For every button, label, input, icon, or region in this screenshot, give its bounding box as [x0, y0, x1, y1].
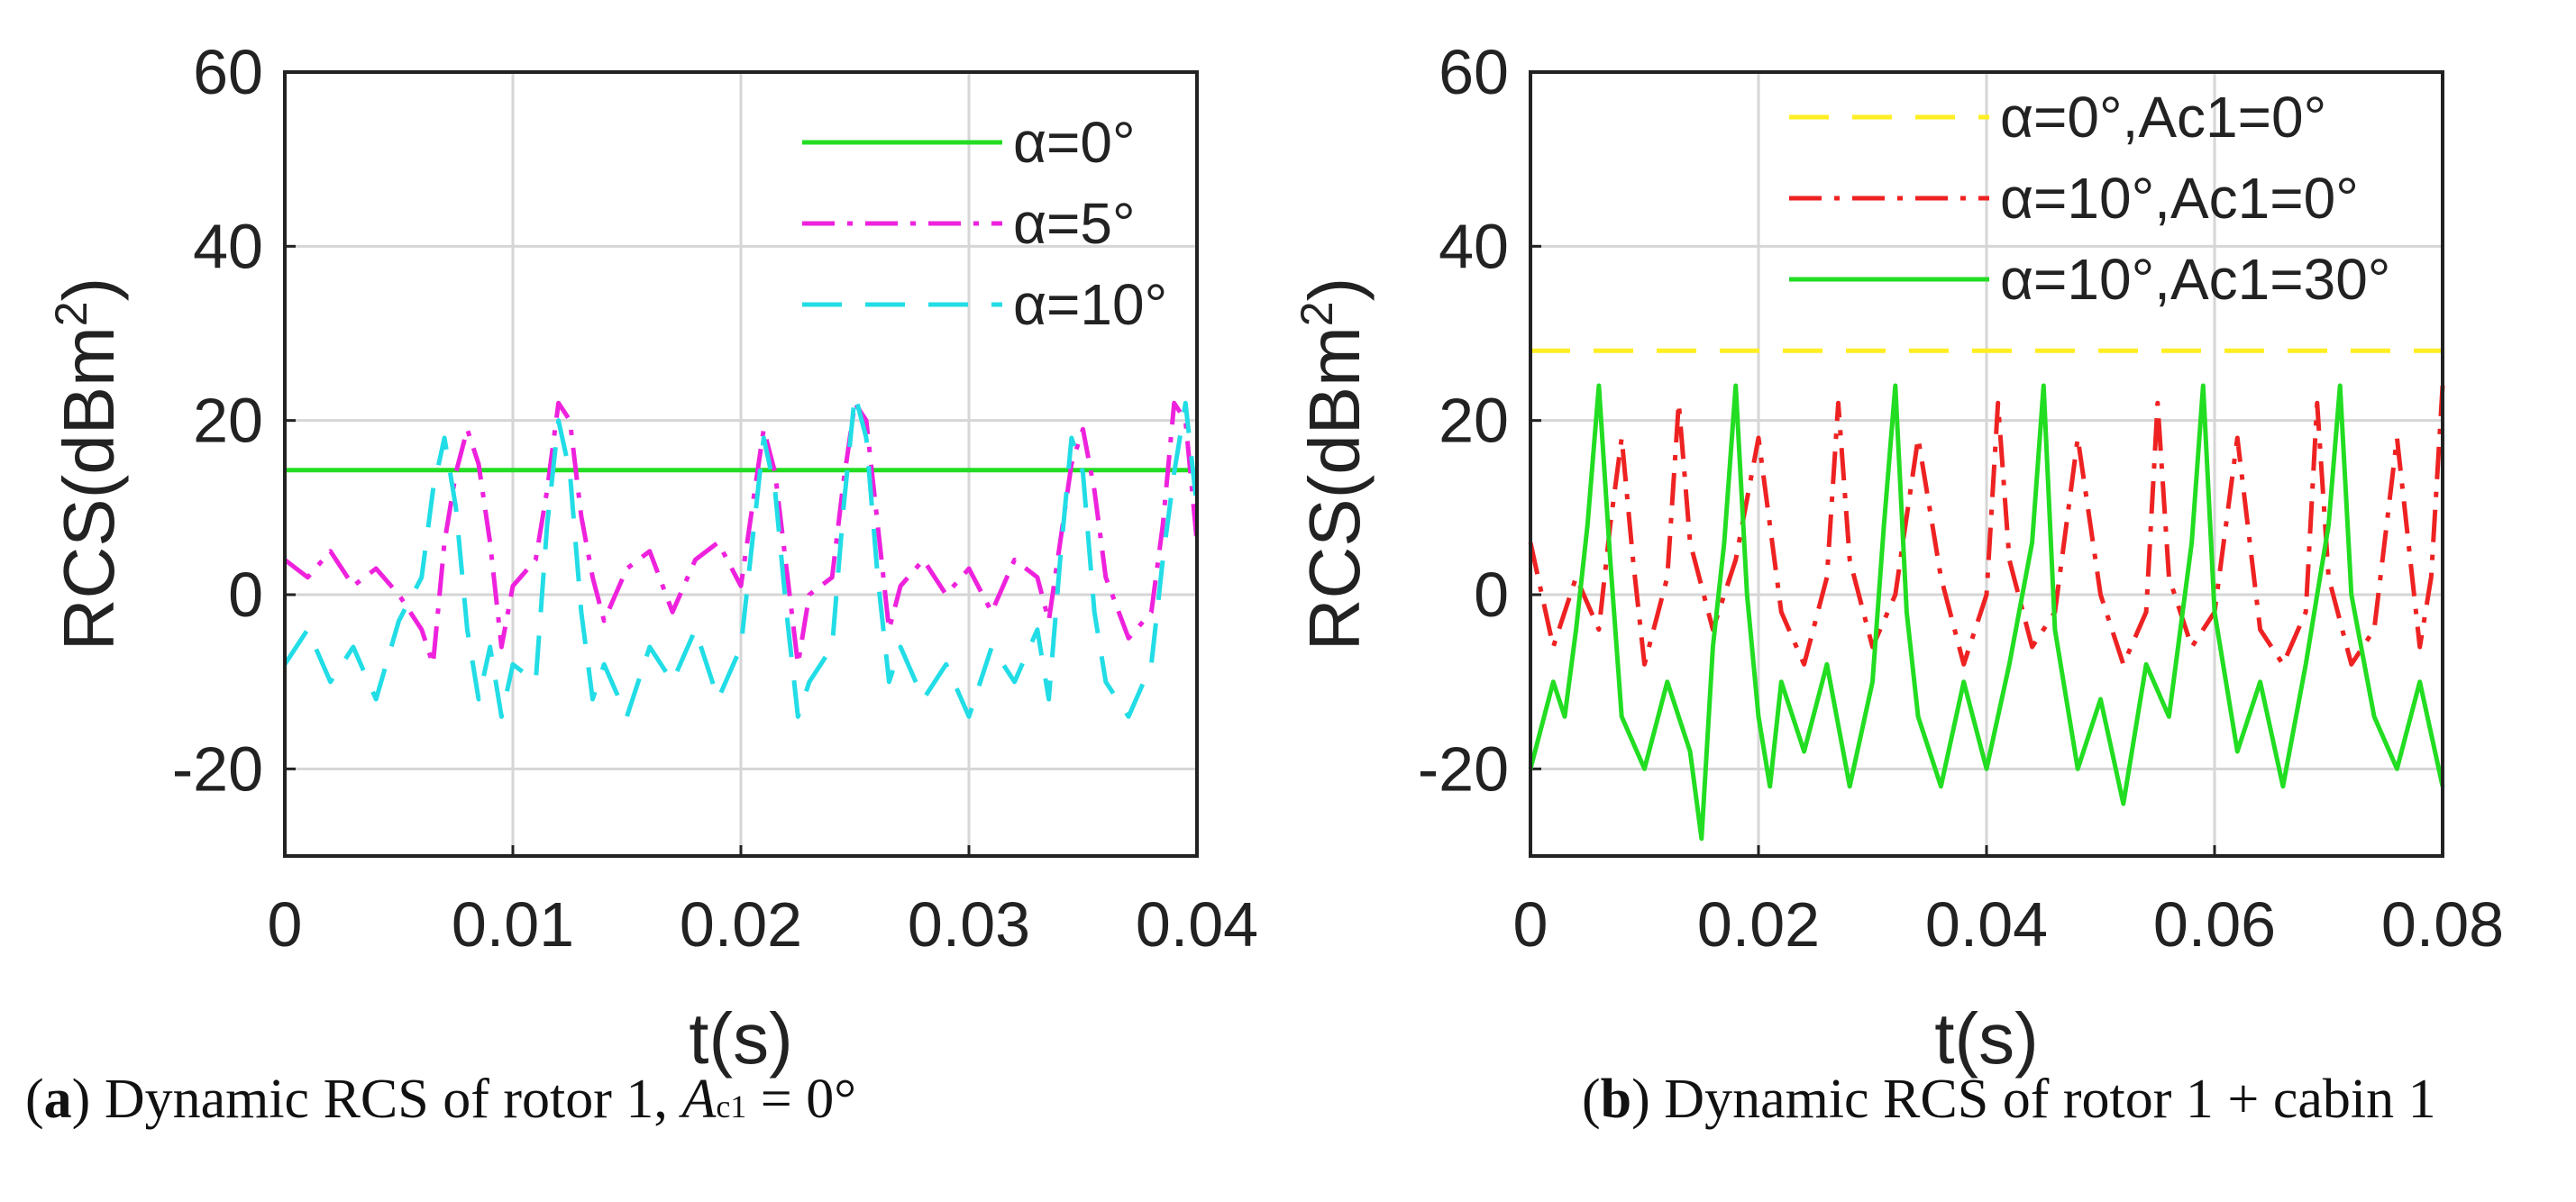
series-group-a: [282, 392, 1200, 719]
tick-labels-a: 0 0.01 0.02 0.03 0.04 -20 0 20 40 60: [172, 37, 1258, 960]
x-axis-label-a: t(s): [689, 998, 793, 1079]
y-tick-label: 60: [193, 37, 263, 107]
axes-frame-b: [1529, 70, 2444, 858]
legend-label: α=0°: [1013, 110, 1136, 175]
y-tick-label: 0: [1474, 560, 1509, 630]
y-tick-label: 20: [193, 386, 263, 456]
y-tick-label: -20: [172, 733, 263, 804]
x-tick-label: 0.08: [2381, 889, 2504, 960]
chart-panel-a: 0 0.01 0.02 0.03 0.04 -20 0 20 40 60 t(s) RCS(dBm…: [46, 37, 1258, 1079]
grid-a: [283, 70, 1199, 856]
y-tick-label: 40: [1439, 211, 1509, 281]
legend-label: α=0°,Ac1=0°: [2000, 85, 2326, 150]
y-axis-label-a: RCS(dBm2): [46, 278, 129, 651]
x-tick-label: 0.03: [908, 889, 1030, 960]
y-tick-label: 40: [193, 211, 263, 281]
y-axis-label-b: RCS(dBm2): [1292, 278, 1375, 651]
x-tick-label: 0.02: [680, 889, 802, 960]
legend-label: α=10°: [1013, 272, 1167, 337]
x-tick-label: 0.01: [452, 889, 574, 960]
tick-labels-b: 0 0.02 0.04 0.06 0.08 -20 0 20 40 60: [1418, 37, 2504, 960]
x-tick-label: 0.06: [2153, 889, 2276, 960]
x-axis-label-b: t(s): [1934, 998, 2039, 1079]
y-tick-label: -20: [1418, 733, 1509, 804]
x-tick-label: 0.04: [1925, 889, 2048, 960]
y-tick-label: 60: [1439, 37, 1509, 107]
legend-a: α=0° α=5° α=10°: [802, 110, 1167, 337]
y-tick-label: 0: [228, 560, 263, 630]
legend-label: α=10°,Ac1=0°: [2000, 166, 2359, 231]
legend-b: α=0°,Ac1=0° α=10°,Ac1=0° α=10°,Ac1=30°: [1789, 85, 2390, 312]
chart-panel-b: 0 0.02 0.04 0.06 0.08 -20 0 20 40 60 t(s) RCS(dBm…: [1292, 37, 2504, 1079]
legend-label: α=10°,Ac1=30°: [2000, 247, 2390, 312]
caption-b: (b) Dynamic RCS of rotor 1 + cabin 1: [1582, 1069, 2436, 1130]
axes-frame-a: [283, 70, 1199, 858]
series-line: [1528, 383, 2445, 842]
series-line: [282, 392, 1200, 719]
x-tick-label: 0: [268, 889, 303, 960]
series-group-b: [1528, 348, 2445, 842]
series-line: [283, 400, 1200, 667]
series-line: [1528, 385, 2445, 667]
x-tick-label: 0.04: [1136, 889, 1258, 960]
x-tick-label: 0: [1513, 889, 1548, 960]
legend-label: α=5°: [1013, 191, 1136, 256]
caption-a: (a) Dynamic RCS of rotor 1, Ac1 = 0°: [25, 1069, 857, 1130]
x-tick-label: 0.02: [1697, 889, 1820, 960]
y-tick-label: 20: [1439, 386, 1509, 456]
